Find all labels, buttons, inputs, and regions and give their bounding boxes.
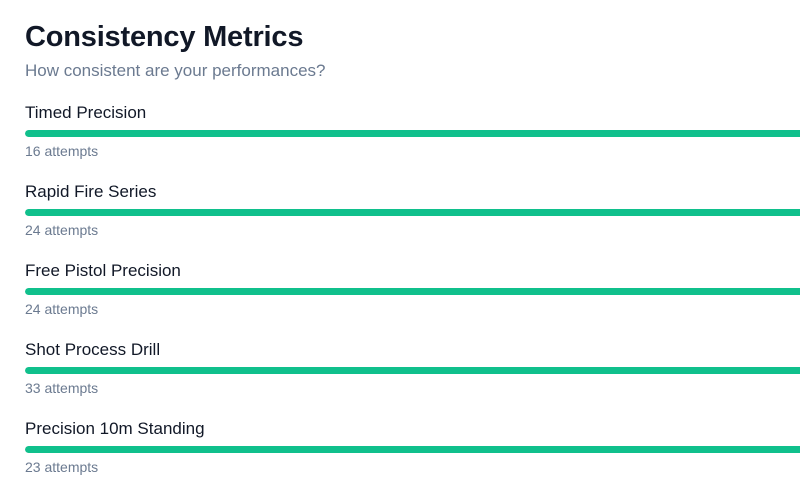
consistency-bar-fill bbox=[25, 446, 800, 453]
metric-name: Timed Precision bbox=[25, 103, 147, 122]
consistency-bar-fill bbox=[25, 209, 800, 216]
consistency-bar-fill bbox=[25, 288, 800, 295]
metric-item: Precision 10m Standing 23 attempts bbox=[25, 418, 800, 497]
consistency-bar-track bbox=[25, 288, 800, 295]
consistency-bar-fill bbox=[25, 367, 800, 374]
metric-attempts: 33 attempts bbox=[25, 380, 99, 396]
metric-item: Shot Process Drill 33 attempts bbox=[25, 339, 800, 418]
metric-name: Rapid Fire Series bbox=[25, 182, 157, 201]
metric-name: Shot Process Drill bbox=[25, 340, 161, 359]
consistency-bar-track bbox=[25, 446, 800, 453]
consistency-bar-track bbox=[25, 367, 800, 374]
metric-item: Timed Precision 16 attempts bbox=[25, 102, 800, 181]
metric-item: Free Pistol Precision 24 attempts bbox=[25, 260, 800, 339]
consistency-bar-track bbox=[25, 130, 800, 137]
metric-name: Free Pistol Precision bbox=[25, 261, 181, 280]
metric-attempts: 24 attempts bbox=[25, 301, 99, 317]
metrics-list: Timed Precision 16 attempts Rapid Fire S… bbox=[25, 102, 800, 497]
page-title: Consistency Metrics bbox=[25, 21, 304, 53]
consistency-bar-track bbox=[25, 209, 800, 216]
metric-attempts: 24 attempts bbox=[25, 222, 99, 238]
consistency-bar-fill bbox=[25, 130, 800, 137]
metric-attempts: 16 attempts bbox=[25, 143, 99, 159]
metric-attempts: 23 attempts bbox=[25, 459, 99, 475]
page-subtitle: How consistent are your performances? bbox=[25, 61, 326, 80]
metric-name: Precision 10m Standing bbox=[25, 419, 205, 438]
metric-item: Rapid Fire Series 24 attempts bbox=[25, 181, 800, 260]
